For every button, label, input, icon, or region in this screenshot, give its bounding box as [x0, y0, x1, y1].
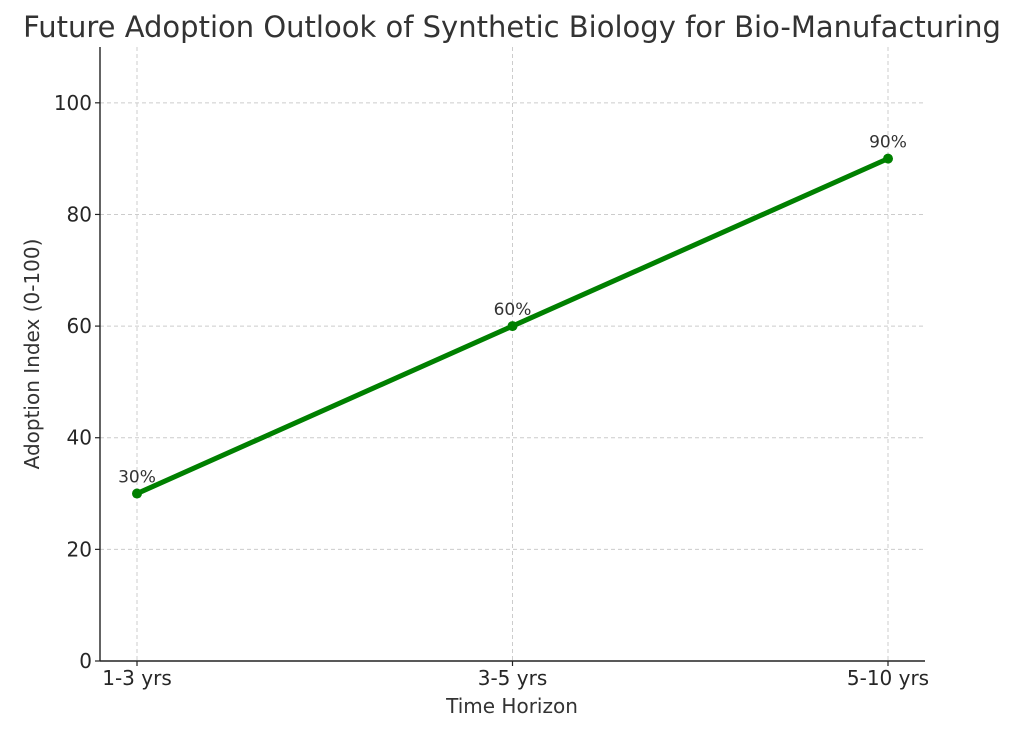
x-tick-label: 3-5 yrs: [478, 666, 548, 690]
y-tick-label: 100: [54, 91, 92, 115]
data-label: 60%: [494, 300, 532, 320]
x-tick-label: 5-10 yrs: [847, 666, 929, 690]
data-label: 30%: [118, 468, 156, 488]
y-tick-label: 0: [79, 649, 92, 673]
data-label: 90%: [869, 133, 907, 153]
series: [132, 153, 893, 499]
data-labels: 30% 60% 90%: [118, 133, 907, 488]
grid: [100, 47, 925, 661]
y-axis-label: Adoption Index (0-100): [20, 239, 44, 470]
data-point: [132, 488, 142, 499]
y-tick-label: 40: [67, 426, 92, 450]
y-tick-label: 20: [67, 537, 92, 561]
y-tick-label: 80: [67, 202, 92, 226]
x-axis-label: Time Horizon: [445, 694, 578, 718]
data-point: [507, 321, 518, 332]
chart-title: Future Adoption Outlook of Synthetic Bio…: [23, 10, 1001, 44]
data-point: [883, 153, 893, 164]
x-tick-label: 1-3 yrs: [102, 666, 172, 690]
y-tick-label: 60: [67, 314, 92, 338]
ticks: 0 20 40 60 80 100 1-3 yrs 3-5 yrs 5-10 yrs: [54, 91, 929, 690]
